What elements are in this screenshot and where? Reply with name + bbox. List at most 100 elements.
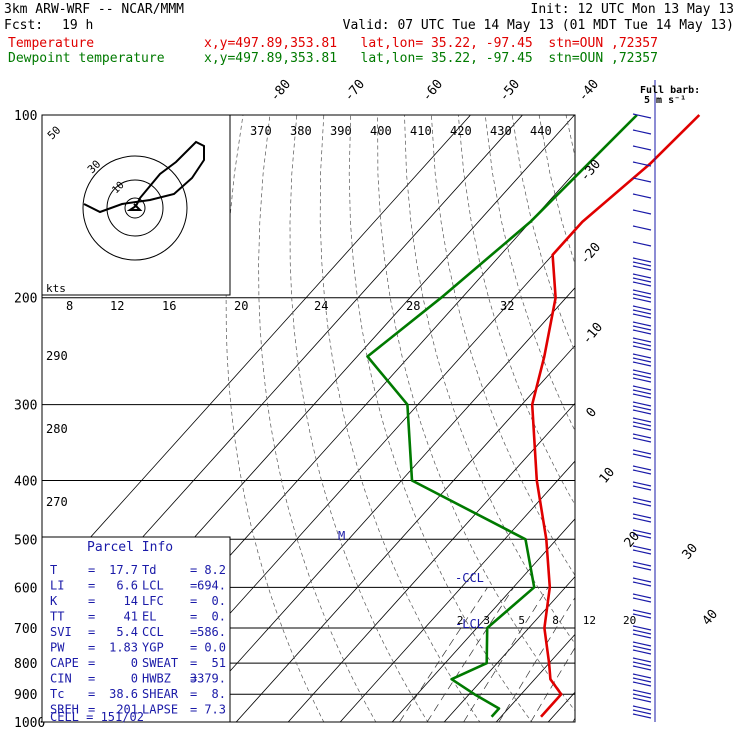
pressure-tick-label: 300 xyxy=(14,399,37,414)
wind-barb xyxy=(632,261,652,267)
temperature-axis-label: 10 xyxy=(597,465,619,487)
side-label: 270 xyxy=(46,495,68,509)
dewpoint-series-info: x,y=497.89,353.81 lat,lon= 35.22, -97.45… xyxy=(204,51,658,66)
parcel-value-left: 5.4 xyxy=(116,625,138,639)
parcel-key-left: K xyxy=(50,594,58,608)
mixing-ratio-label: 2 xyxy=(457,614,464,627)
wind-barb xyxy=(632,625,652,631)
pressure-tick-label: 200 xyxy=(14,292,37,307)
parcel-eq-right: = xyxy=(190,703,197,717)
parcel-key-right: Td xyxy=(142,563,156,577)
dry-adiabat-line xyxy=(319,115,481,722)
parcel-eq-right: = xyxy=(190,625,197,639)
temperature-axis-label: -60 xyxy=(420,77,447,105)
dry-adiabat-line xyxy=(289,115,429,722)
wind-barb xyxy=(632,313,652,319)
mixing-ratio-line xyxy=(498,596,575,722)
temperature-series-info: x,y=497.89,353.81 lat,lon= 35.22, -97.45… xyxy=(204,36,658,51)
isotherm-line xyxy=(495,633,575,722)
parcel-key-left: LI xyxy=(50,579,64,593)
dry-adiabat-line xyxy=(377,115,575,712)
isotherm-line xyxy=(235,344,575,722)
temperature-axis-label: 0 xyxy=(584,405,601,421)
wind-barb xyxy=(632,433,652,439)
wind-barb xyxy=(632,681,652,687)
parcel-eq-left: = xyxy=(88,672,95,686)
wind-barb xyxy=(632,633,652,639)
wind-barb xyxy=(632,641,652,647)
wind-barb xyxy=(632,577,652,583)
wind-barb xyxy=(632,293,652,299)
wind-barb xyxy=(632,497,652,503)
theta-label: 430 xyxy=(490,124,512,138)
parcel-key-right: HWBZ xyxy=(142,672,171,686)
parcel-key-left: TT xyxy=(50,610,64,624)
dry-adiabat-line xyxy=(674,115,740,735)
dry-adiabat-line xyxy=(593,115,740,735)
parcel-value-right: 0. xyxy=(212,610,226,624)
theta-label: 390 xyxy=(330,124,352,138)
parcel-key-right: SWEAT xyxy=(142,656,178,670)
hodograph-ring xyxy=(106,179,164,237)
theta-label: 420 xyxy=(450,124,472,138)
wind-barb xyxy=(632,529,652,535)
parcel-value-right: 8. xyxy=(212,687,226,701)
wind-barb xyxy=(632,113,652,119)
wind-barb xyxy=(632,565,652,571)
hodograph-trace xyxy=(83,140,205,214)
parcel-key-left: Tc xyxy=(50,687,64,701)
temperature-axis-label: -50 xyxy=(497,77,524,105)
dry-adiabat-line xyxy=(565,115,575,159)
parcel-key-right: EL xyxy=(142,610,156,624)
mixing-ratio-line xyxy=(572,717,575,722)
parcel-key-right: LAPSE xyxy=(142,703,178,717)
valid-time: Valid: 07 UTC Tue 14 May 13 (01 MDT Tue … xyxy=(342,18,734,33)
parcel-value-right: 8.2 xyxy=(204,563,226,577)
parcel-value-left: 38.6 xyxy=(109,687,138,701)
wind-barb xyxy=(632,209,652,215)
wind-barb xyxy=(632,145,652,151)
wind-barb xyxy=(632,469,652,475)
wind-barb xyxy=(632,341,652,347)
speed-axis-label: 28 xyxy=(406,299,420,313)
wind-barb xyxy=(632,129,652,135)
parcel-eq-left: = xyxy=(88,703,95,717)
series-layer xyxy=(366,114,701,718)
parcel-key-left: SVI xyxy=(50,625,72,639)
init-time: Init: 12 UTC Mon 13 May 13 xyxy=(530,2,735,17)
forecast-label: Fcst: xyxy=(4,18,44,33)
mixing-ratio-label: 20 xyxy=(623,614,636,627)
wind-barb xyxy=(632,257,652,263)
parcel-key-right: CCL xyxy=(142,625,164,639)
wind-barb xyxy=(632,481,652,487)
parcel-key-left: SREH xyxy=(50,703,79,717)
wind-barb xyxy=(632,689,652,695)
theta-label: 410 xyxy=(410,124,432,138)
temperature-axis-label: -40 xyxy=(576,77,603,105)
dry-adiabat-line xyxy=(225,115,325,722)
parcel-value-left: 0 xyxy=(131,656,138,670)
parcel-value-right: 51 xyxy=(212,656,226,670)
wind-barb xyxy=(632,593,652,599)
wind-barb xyxy=(632,501,652,507)
isotherm-line xyxy=(183,287,575,722)
dry-adiabat-line xyxy=(701,115,740,735)
parcel-value-right: 586. xyxy=(197,625,226,639)
speed-axis-label: 24 xyxy=(314,299,328,313)
wind-barb xyxy=(632,405,652,411)
wind-barb xyxy=(632,485,652,491)
wind-barb xyxy=(632,385,652,391)
wind-barbs xyxy=(632,80,656,722)
wind-barb xyxy=(632,357,652,363)
parcel-eq-right: = xyxy=(190,579,197,593)
wind-barb xyxy=(632,629,652,635)
lcl-marker: -LCL xyxy=(455,617,484,631)
theta-label: 440 xyxy=(530,124,552,138)
theta-label: 370 xyxy=(250,124,272,138)
mixing-ratio-label: 5 xyxy=(518,614,525,627)
wind-barb xyxy=(632,645,652,651)
parcel-eq-left: = xyxy=(88,641,95,655)
dry-adiabat-line xyxy=(431,115,575,576)
parcel-eq-right: = xyxy=(190,563,197,577)
